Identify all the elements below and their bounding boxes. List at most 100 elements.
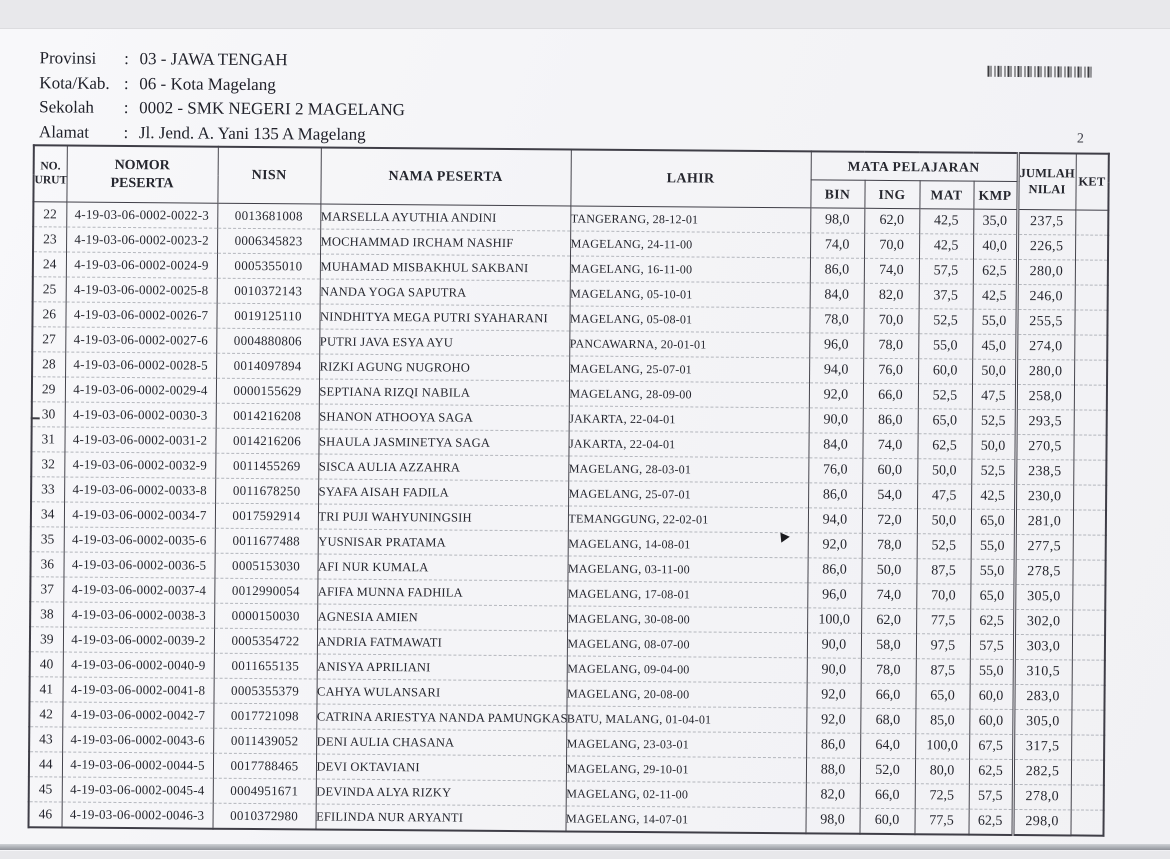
nomor-line2: PESERTA <box>110 175 174 191</box>
cell-nama-peserta: SHANON ATHOOYA SAGA <box>318 404 569 431</box>
cell-nisn: 0017592914 <box>214 503 319 530</box>
cell-ket <box>1073 434 1107 461</box>
cell-jumlah-nilai: 270,5 <box>1015 434 1074 460</box>
cell-ket <box>1074 259 1109 286</box>
cell-ing: 66,0 <box>860 683 916 709</box>
cell-nama-peserta: YUSNISAR PRATAMA <box>317 529 568 556</box>
scanner-edge <box>0 844 1170 850</box>
cell-nomor-peserta: 4-19-03-06-0002-0036-5 <box>63 552 215 579</box>
cell-mat: 72,5 <box>914 783 969 810</box>
scanned-paper <box>0 28 1170 851</box>
cell-jumlah-nilai: 302,0 <box>1014 609 1073 635</box>
cell-nama-peserta: MARSELLA AYUTHIA ANDINI <box>320 204 571 231</box>
cell-nomor-peserta: 4-19-03-06-0002-0041-8 <box>62 677 214 704</box>
cell-bin: 96,0 <box>809 332 864 359</box>
cell-ing: 62,0 <box>861 608 917 634</box>
cell-kmp: 62,5 <box>970 609 1015 635</box>
cell-lahir: MAGELANG, 05-08-01 <box>569 305 810 333</box>
cell-bin: 92,0 <box>806 682 861 709</box>
cell-ket <box>1070 759 1105 786</box>
cell-nama-peserta: SISCA AULIA AZZAHRA <box>318 454 569 481</box>
cell-nisn: 0017721098 <box>213 703 317 730</box>
col-header-nama-peserta: NAMA PESERTA <box>320 147 571 206</box>
cell-mat: 52,5 <box>916 533 971 560</box>
cell-bin: 94,0 <box>807 507 863 534</box>
cell-no-urut: 28 <box>32 351 66 378</box>
ink-arrow-mark <box>780 531 791 543</box>
cell-nomor-peserta: 4-19-03-06-0002-0033-8 <box>64 477 216 504</box>
cell-no-urut: 30 <box>31 401 65 428</box>
cell-mat: 97,5 <box>915 633 971 660</box>
cell-nomor-peserta: 4-19-03-06-0002-0023-2 <box>66 227 218 254</box>
cell-kmp: 60,0 <box>969 684 1014 710</box>
no-urut-line2: URUT <box>34 173 67 187</box>
cell-nomor-peserta: 4-19-03-06-0002-0046-3 <box>61 802 213 829</box>
col-header-ing: ING <box>864 180 920 209</box>
cell-nama-peserta: EFILINDA NUR ARYANTI <box>315 804 566 832</box>
cell-nisn: 0012990054 <box>214 578 318 605</box>
cell-mat: 57,5 <box>918 258 973 285</box>
sekolah-value: 0002 - SMK NEGERI 2 MAGELANG <box>139 98 406 120</box>
col-header-nomor-peserta: NOMOR PESERTA <box>66 145 218 204</box>
cell-mat: 50,0 <box>917 458 972 485</box>
cell-ket <box>1075 234 1109 261</box>
sekolah-row: Sekolah:0002 - SMK NEGERI 2 MAGELANG <box>39 95 405 122</box>
cell-nama-peserta: ANISYA APRILIANI <box>316 654 567 681</box>
cell-nama-peserta: DEVI OKTAVIANI <box>315 754 567 781</box>
cell-nomor-peserta: 4-19-03-06-0002-0038-3 <box>63 602 215 629</box>
cell-nomor-peserta: 4-19-03-06-0002-0045-4 <box>61 777 213 804</box>
cell-nama-peserta: MOCHAMMAD IRCHAM NASHIF <box>320 229 571 256</box>
cell-ket <box>1074 309 1108 336</box>
sekolah-label: Sekolah <box>39 97 95 117</box>
cell-ing: 76,0 <box>863 358 919 384</box>
cell-ket <box>1072 609 1106 636</box>
results-table: NO. URUT NOMOR PESERTA NISN NAMA PESERTA… <box>27 144 1110 837</box>
cell-bin: 86,0 <box>807 557 862 584</box>
cell-kmp: 57,5 <box>968 784 1013 810</box>
cell-nisn: 0000150030 <box>214 603 318 630</box>
cell-mat: 62,5 <box>917 433 972 460</box>
cell-nama-peserta: AGNESIA AMIEN <box>317 604 568 631</box>
cell-nama-peserta: SEPTIANA RIZQI NABILA <box>318 379 570 406</box>
cell-ket <box>1073 409 1107 436</box>
cell-jumlah-nilai: 305,0 <box>1013 709 1072 735</box>
cell-ket <box>1071 734 1105 761</box>
cell-kmp: 52,5 <box>971 459 1016 485</box>
cell-no-urut: 23 <box>33 226 67 253</box>
cell-ing: 66,0 <box>862 383 919 409</box>
cell-ket <box>1074 284 1108 311</box>
cell-ket <box>1072 559 1106 586</box>
cell-no-urut: 37 <box>30 576 64 603</box>
cell-nomor-peserta: 4-19-03-06-0002-0034-7 <box>63 502 216 529</box>
provinsi-label: Provinsi <box>39 48 97 68</box>
cell-lahir: MAGELANG, 09-04-00 <box>566 655 807 683</box>
cell-nama-peserta: AFI NUR KUMALA <box>317 554 568 581</box>
cell-ket <box>1072 584 1106 611</box>
cell-ing: 82,0 <box>863 283 919 309</box>
cell-jumlah-nilai: 274,0 <box>1016 334 1075 360</box>
cell-bin: 82,0 <box>805 782 860 809</box>
cell-nama-peserta: CATRINA ARIESTYA NANDA PAMUNGKAS <box>316 704 567 731</box>
cell-nomor-peserta: 4-19-03-06-0002-0035-6 <box>63 527 215 554</box>
cell-ket <box>1071 709 1105 736</box>
cell-nama-peserta: SYAFA AISAH FADILA <box>318 479 569 506</box>
cell-nama-peserta: DENI AULIA CHASANA <box>316 729 567 756</box>
col-header-lahir: LAHIR <box>570 149 811 208</box>
cell-nama-peserta: RIZKI AGUNG NUGROHO <box>319 354 570 381</box>
cell-mat: 42,5 <box>919 208 974 235</box>
cell-bin: 86,0 <box>808 482 863 509</box>
cell-jumlah-nilai: 310,5 <box>1013 659 1072 685</box>
page-number: 2 <box>1076 131 1085 147</box>
cell-lahir: TEMANGGUNG, 22-02-01 <box>567 505 809 533</box>
cell-nomor-peserta: 4-19-03-06-0002-0043-6 <box>62 727 214 754</box>
cell-ing: 78,0 <box>863 333 919 359</box>
cell-kmp: 62,5 <box>972 259 1018 285</box>
cell-ing: 66,0 <box>859 783 915 809</box>
cell-no-urut: 44 <box>28 751 63 778</box>
col-header-mat: MAT <box>919 180 974 210</box>
cell-jumlah-nilai: 246,0 <box>1016 284 1075 310</box>
cell-jumlah-nilai: 278,5 <box>1014 559 1073 585</box>
cell-nisn: 0011455269 <box>215 453 319 480</box>
cell-bin: 76,0 <box>808 457 863 484</box>
cell-lahir: MAGELANG, 14-08-01 <box>567 530 808 558</box>
